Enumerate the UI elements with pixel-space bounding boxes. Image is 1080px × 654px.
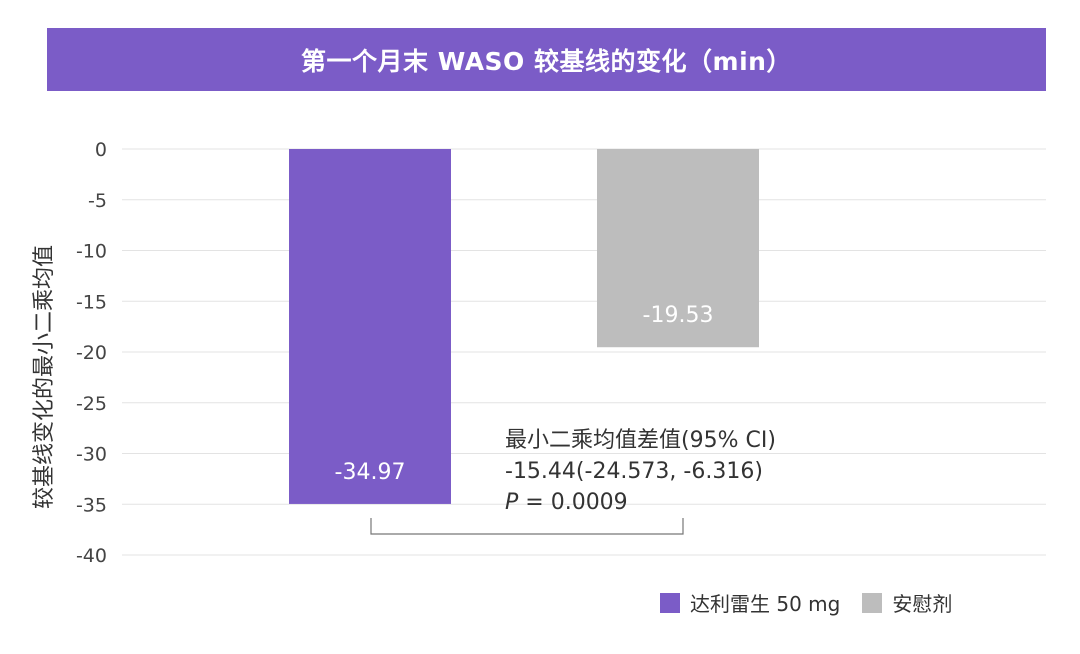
y-tick-label: -40 [76,545,107,567]
stats-annotation: 最小二乘均值差值(95% CI) -15.44(-24.573, -6.316)… [505,425,776,518]
comparison-bracket [370,518,684,535]
legend-swatch-placebo [862,592,883,613]
p-value: = 0.0009 [518,490,628,515]
stats-p-line: P = 0.0009 [505,487,776,518]
title-bar: 第一个月末 WASO 较基线的变化（min） [47,28,1046,91]
stats-line-1: 最小二乘均值差值(95% CI) [505,428,776,453]
legend-item-daridorexant: 达利雷生 50 mg [660,588,840,617]
y-tick-label: -15 [76,291,107,313]
legend-label-daridorexant: 达利雷生 50 mg [690,592,841,616]
y-tick-label: 0 [95,139,107,161]
bar-data-label: -19.53 [643,303,714,328]
y-tick-label: -5 [88,190,107,212]
chart-title: 第一个月末 WASO 较基线的变化（min） [301,46,792,76]
stats-line-2: -15.44(-24.573, -6.316) [505,459,763,484]
bar-data-label: -34.97 [335,460,406,485]
y-tick-label: -20 [76,342,107,364]
y-tick-label: -30 [76,444,107,466]
legend-label-placebo: 安慰剂 [892,592,953,616]
y-tick-label: -25 [76,393,107,415]
bar [597,149,759,348]
y-tick-label: -35 [76,494,107,516]
legend: 达利雷生 50 mg 安慰剂 [660,588,974,617]
bar [289,149,451,504]
legend-swatch-daridorexant [660,592,680,613]
legend-item-placebo: 安慰剂 [862,588,952,617]
y-tick-label: -10 [76,241,107,263]
p-label: P [505,490,519,515]
